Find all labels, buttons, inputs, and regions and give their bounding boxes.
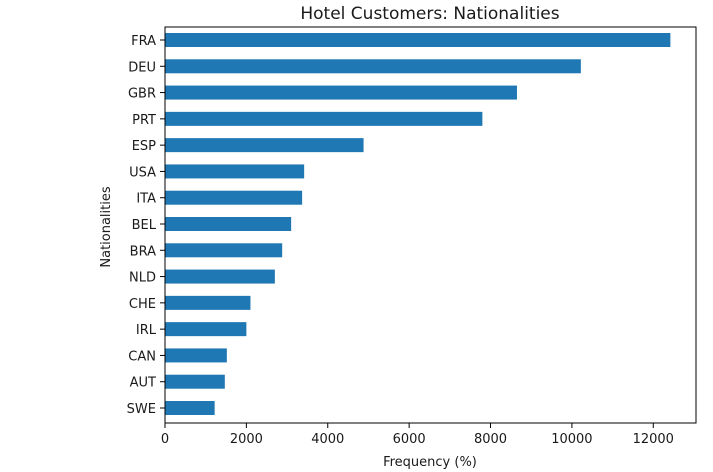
- bar-nld: [165, 269, 275, 284]
- y-tick-label-prt: PRT: [132, 113, 156, 128]
- bar-che: [165, 295, 251, 310]
- y-tick-label-bra: BRA: [130, 244, 156, 259]
- y-tick-label-can: CAN: [128, 349, 156, 364]
- bar-esp: [165, 138, 364, 153]
- bar-deu: [165, 59, 581, 74]
- bar-bra: [165, 243, 283, 258]
- y-tick-label-usa: USA: [129, 165, 156, 180]
- y-tick-label-aut: AUT: [130, 376, 156, 391]
- y-tick-label-bel: BEL: [132, 218, 157, 233]
- y-tick-label-irl: IRL: [136, 323, 157, 338]
- y-tick-label-esp: ESP: [132, 139, 156, 154]
- y-tick-label-fra: FRA: [131, 34, 156, 49]
- bar-can: [165, 348, 227, 363]
- y-ticks-layer: FRA DEU GBR PRT ESP USA ITA BEL BRA NLD CHE IRL CAN A…: [127, 34, 165, 417]
- y-tick-label-gbr: GBR: [128, 87, 156, 102]
- x-axis-label: Frequency (%): [383, 455, 477, 470]
- x-tick-label-8000: 8000: [474, 432, 507, 447]
- x-tick-label-2000: 2000: [230, 432, 263, 447]
- bar-gbr: [165, 85, 517, 100]
- y-tick-label-ita: ITA: [136, 192, 156, 207]
- bar-aut: [165, 374, 225, 389]
- x-tick-label-6000: 6000: [393, 432, 426, 447]
- bar-bel: [165, 217, 292, 231]
- x-ticks-layer: 0 2000 4000 6000 8000 10000 12000: [161, 423, 674, 447]
- plot-frame: [164, 26, 697, 424]
- bar-usa: [165, 164, 305, 179]
- bar-swe: [165, 401, 215, 415]
- x-tick-label-12000: 12000: [633, 432, 674, 447]
- y-tick-label-swe: SWE: [127, 402, 156, 417]
- y-tick-label-deu: DEU: [128, 60, 156, 75]
- x-tick-label-0: 0: [161, 432, 169, 447]
- y-tick-label-che: CHE: [129, 297, 156, 312]
- chart-title: Hotel Customers: Nationalities: [300, 4, 559, 24]
- bar-fra: [165, 33, 671, 47]
- bars-layer: [165, 33, 671, 415]
- x-tick-label-4000: 4000: [311, 432, 344, 447]
- y-tick-label-nld: NLD: [129, 271, 156, 286]
- bar-prt: [165, 111, 483, 126]
- y-axis-label: Nationalities: [99, 186, 114, 267]
- bar-irl: [165, 322, 247, 337]
- x-tick-label-10000: 10000: [551, 432, 592, 447]
- bar-ita: [165, 190, 303, 205]
